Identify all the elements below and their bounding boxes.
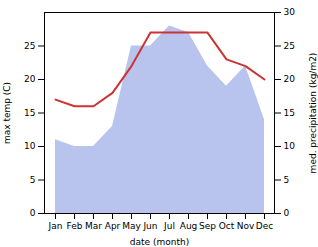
svg-text:Jan: Jan: [48, 221, 63, 231]
svg-text:Aug: Aug: [180, 221, 198, 231]
svg-text:20: 20: [24, 74, 36, 84]
svg-text:30: 30: [284, 7, 296, 17]
svg-text:15: 15: [24, 108, 35, 118]
svg-text:25: 25: [284, 41, 295, 51]
svg-text:0: 0: [30, 208, 36, 218]
svg-text:Jun: Jun: [142, 221, 157, 231]
svg-text:5: 5: [284, 175, 290, 185]
svg-text:med. precipitation (kg/m2): med. precipitation (kg/m2): [308, 53, 318, 174]
svg-text:Oct: Oct: [219, 221, 235, 231]
svg-text:May: May: [122, 221, 141, 231]
svg-text:Dec: Dec: [256, 221, 273, 231]
svg-text:Nov: Nov: [237, 221, 255, 231]
svg-text:10: 10: [284, 141, 296, 151]
svg-text:Sep: Sep: [199, 221, 216, 231]
svg-text:Jul: Jul: [163, 221, 175, 231]
svg-text:Apr: Apr: [105, 221, 121, 231]
svg-text:5: 5: [30, 175, 36, 185]
svg-text:0: 0: [284, 208, 290, 218]
svg-text:Mar: Mar: [85, 221, 102, 231]
svg-text:15: 15: [284, 108, 295, 118]
svg-text:10: 10: [24, 141, 36, 151]
svg-text:25: 25: [24, 41, 35, 51]
svg-text:max temp (C): max temp (C): [2, 82, 12, 144]
svg-text:date (month): date (month): [130, 237, 189, 247]
svg-text:Feb: Feb: [67, 221, 83, 231]
svg-text:20: 20: [284, 74, 296, 84]
